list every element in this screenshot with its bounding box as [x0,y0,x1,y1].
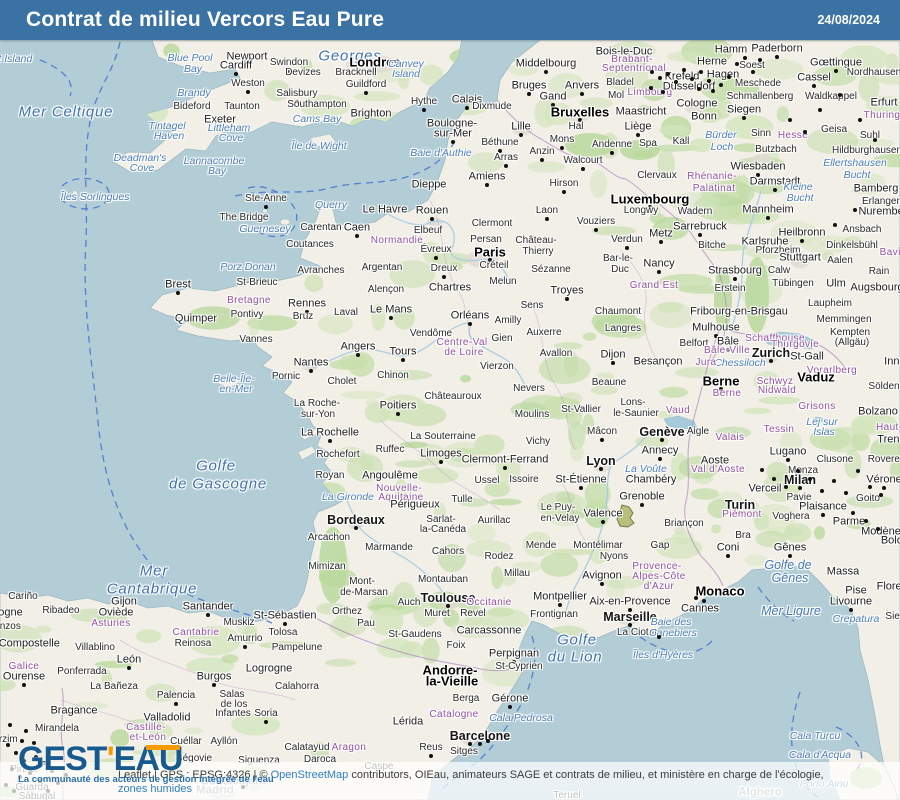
attribution-bar: Leaflet | GPS : EPSG:4326 | © OpenStreet… [0,762,900,800]
gesteau-logo[interactable]: GEST'EAU La communauté des acteurs de ge… [18,742,274,785]
rivers [312,190,762,619]
zones-humides-link[interactable]: zones humides [118,783,192,795]
header: Contrat de milieu Vercors Eau Pure 24/08… [0,0,900,40]
attribution-middle: contributors, OIEau, animateurs SAGE et … [348,769,824,781]
header-date: 24/08/2024 [817,13,880,27]
logo-tagline: La communauté des acteurs de gestion int… [18,774,274,785]
lakes [663,331,824,430]
logo-apostrophe-icon: ' [106,740,115,778]
sea-mediterranean [427,560,891,800]
openstreetmap-link[interactable]: OpenStreetMap [270,769,349,781]
region-boundaries [59,199,661,731]
attribution-prefix: Leaflet | GPS : EPSG:4326 | © [118,769,271,781]
page-title: Contrat de milieu Vercors Eau Pure [26,8,385,31]
attribution-text: Leaflet | GPS : EPSG:4326 | © OpenStreet… [118,768,856,796]
logo-text: GEST'EAU [18,740,183,778]
logo-dash-icon [146,745,180,750]
forest-manual [319,133,769,603]
admin-boundaries [60,99,850,800]
highlight-territory[interactable] [616,504,635,528]
islands [72,133,337,461]
